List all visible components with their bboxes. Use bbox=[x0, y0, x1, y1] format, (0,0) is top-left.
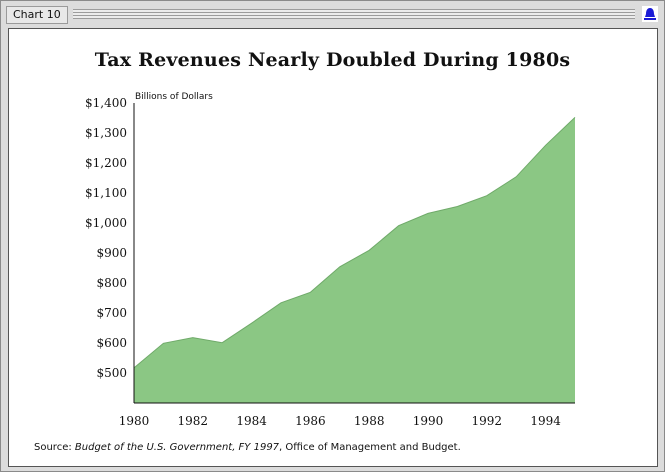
y-tick-label: $500 bbox=[96, 366, 127, 380]
x-tick-label: 1986 bbox=[295, 414, 326, 428]
y-tick-label: $1,000 bbox=[85, 216, 127, 230]
window-titlebar: Chart 10 bbox=[3, 4, 662, 24]
x-tick-label: 1980 bbox=[119, 414, 150, 428]
y-tick-label: $1,200 bbox=[85, 156, 127, 170]
y-tick-label: $700 bbox=[96, 306, 127, 320]
y-tick-label: $900 bbox=[96, 246, 127, 260]
x-tick-label: 1990 bbox=[413, 414, 444, 428]
revenue-area bbox=[134, 117, 575, 404]
chart-title: Tax Revenues Nearly Doubled During 1980s bbox=[94, 49, 571, 71]
plot-area bbox=[133, 103, 576, 404]
source-note: Source: Budget of the U.S. Government, F… bbox=[34, 442, 461, 453]
x-tick-label: 1984 bbox=[236, 414, 267, 428]
y-tick-label: $1,100 bbox=[85, 186, 127, 200]
x-tick-label: 1992 bbox=[472, 414, 503, 428]
y-tick-label: $600 bbox=[96, 336, 127, 350]
source-prefix: Source: bbox=[34, 442, 75, 453]
source-publication: Budget of the U.S. Government, FY 1997 bbox=[74, 442, 280, 453]
x-tick-label: 1994 bbox=[530, 414, 561, 428]
x-axis-ticks: 1980 1982 1984 1986 1988 1990 1992 1994 bbox=[119, 414, 562, 428]
bell-close-icon[interactable] bbox=[642, 6, 658, 22]
titlebar-stripes bbox=[73, 9, 635, 19]
y-tick-label: $1,300 bbox=[85, 126, 127, 140]
revenue-line bbox=[133, 117, 576, 369]
y-axis-ticks: $500 $600 $700 $800 $900 $1,000 $1,100 $1,200 $1… bbox=[85, 96, 127, 380]
chart-tab[interactable]: Chart 10 bbox=[6, 6, 68, 24]
y-tick-label: $1,400 bbox=[85, 96, 127, 110]
y-axis-label: Billions of Dollars bbox=[135, 92, 213, 102]
x-tick-label: 1988 bbox=[354, 414, 385, 428]
source-suffix: , Office of Management and Budget. bbox=[279, 442, 461, 453]
y-tick-label: $800 bbox=[96, 276, 127, 290]
x-tick-label: 1982 bbox=[178, 414, 209, 428]
